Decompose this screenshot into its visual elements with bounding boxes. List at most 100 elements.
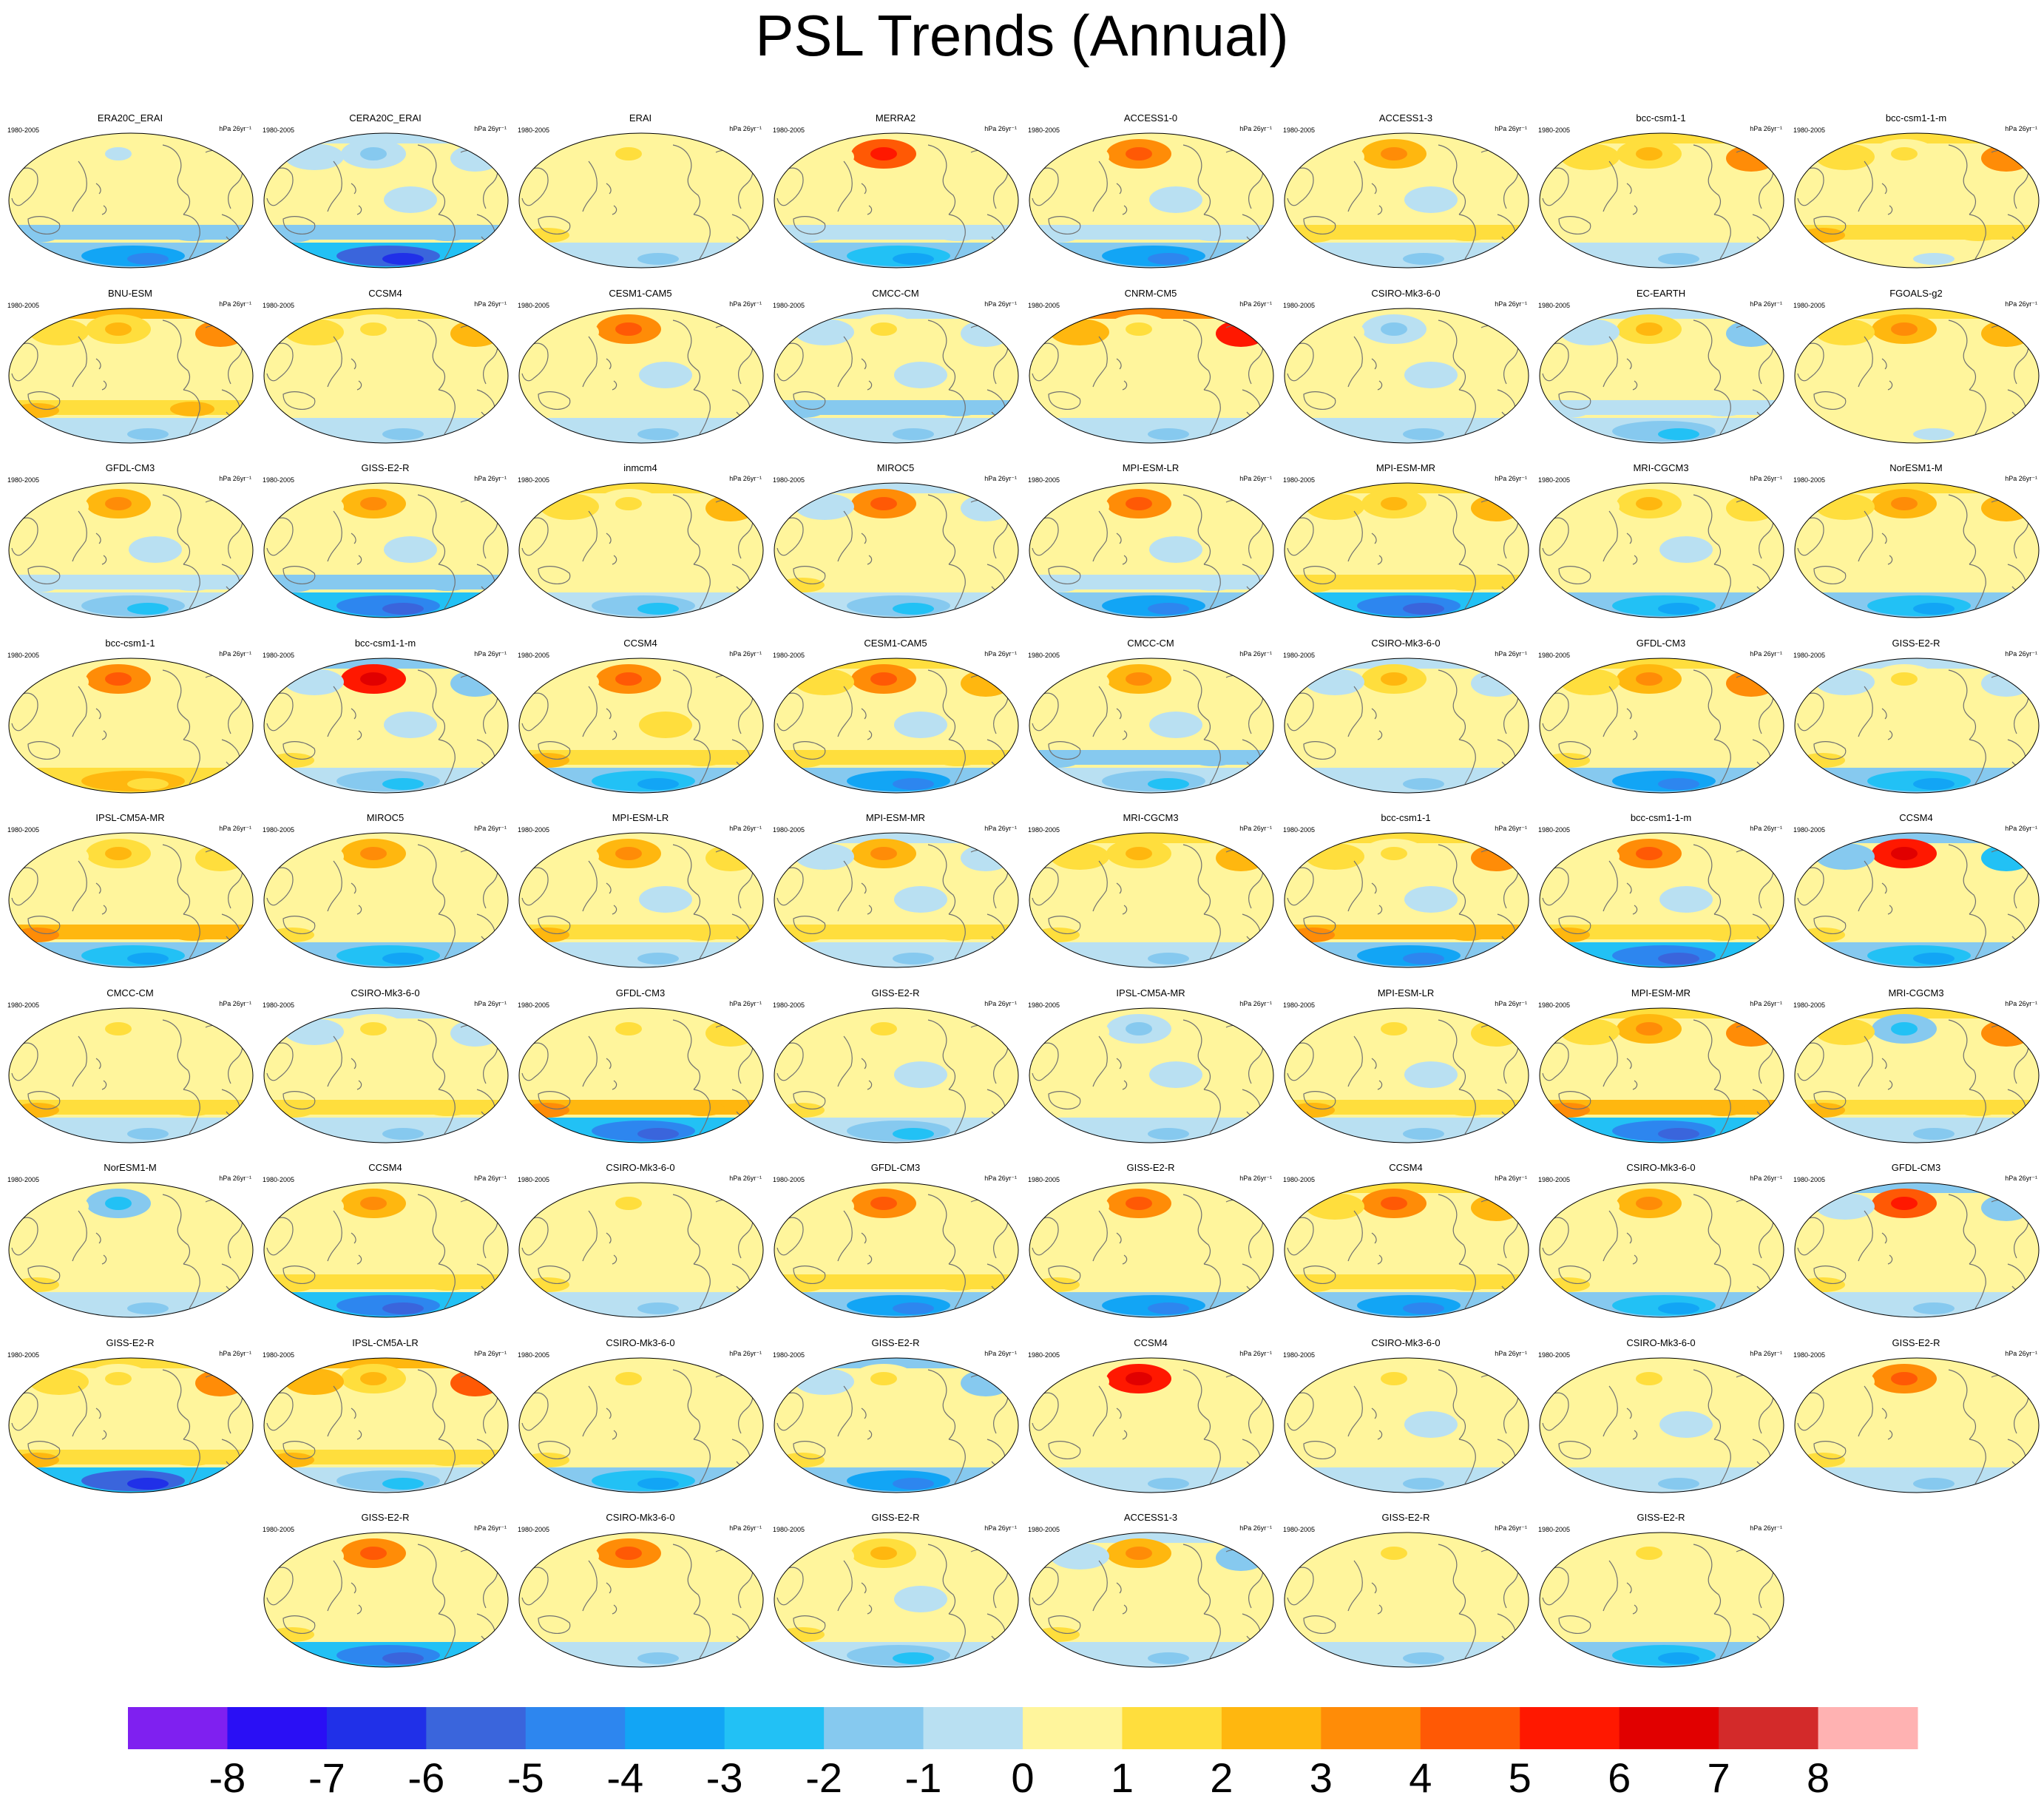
colorbar-tick-label: -3 (706, 1754, 743, 1801)
trend-anomaly (961, 1369, 1011, 1396)
panel-units: hPa 26yr⁻¹ (1750, 999, 1782, 1007)
trend-anomaly (894, 711, 947, 738)
coastline (1092, 1385, 1108, 1436)
map-outline (1539, 132, 1784, 268)
trend-anomaly (1981, 1195, 2031, 1221)
panel-title: EC-EARTH (1636, 287, 1686, 299)
map-outline (774, 308, 1019, 443)
coastline (612, 1254, 617, 1265)
panel-units: hPa 26yr⁻¹ (2005, 1349, 2037, 1357)
map-outline (263, 1182, 509, 1318)
trend-anomaly (1404, 886, 1458, 913)
coastline (1603, 860, 1618, 912)
coastline (95, 533, 101, 544)
panel-units: hPa 26yr⁻¹ (729, 1175, 762, 1182)
trend-map (518, 482, 764, 618)
trend-anomaly (450, 1195, 501, 1221)
trend-anomaly (1636, 147, 1662, 160)
trend-anomaly (1471, 1019, 1521, 1047)
map-outline (774, 832, 1019, 968)
coastline (1881, 1232, 1887, 1244)
trend-anomaly (1471, 845, 1521, 871)
map-outline (1029, 1357, 1274, 1493)
trend-anomaly (1446, 751, 1490, 766)
trend-map (1539, 308, 1784, 443)
coastline (861, 533, 867, 544)
panel-units: hPa 26yr⁻¹ (474, 125, 507, 132)
panel-units: hPa 26yr⁻¹ (1750, 649, 1782, 658)
coastline (1858, 860, 1873, 912)
panel-period: 1980-2005 (1283, 301, 1316, 309)
trend-anomaly (105, 1021, 132, 1035)
map-outline (518, 832, 764, 968)
panel-units: hPa 26yr⁻¹ (1495, 1175, 1527, 1182)
panel-units: hPa 26yr⁻¹ (474, 300, 507, 308)
trend-map (1794, 832, 2040, 968)
trend-anomaly (195, 669, 246, 697)
coastline (1347, 686, 1363, 737)
trend-anomaly (450, 1369, 501, 1396)
trend-map (1794, 1007, 2040, 1143)
panel-period: 1980-2005 (263, 651, 295, 659)
coastline (521, 867, 549, 906)
trend-anomaly (705, 1195, 756, 1221)
coastline (1626, 708, 1632, 719)
trend-anomaly (1701, 751, 1745, 766)
panel-period: 1980-2005 (1283, 1176, 1316, 1183)
coastline (612, 1604, 617, 1615)
coastline (101, 1430, 107, 1440)
colorbar-tick-label: 4 (1409, 1754, 1432, 1801)
coastline (1182, 144, 1211, 215)
panel-units: hPa 26yr⁻¹ (1239, 300, 1272, 308)
panel-period: 1980-2005 (1028, 651, 1060, 659)
map-outline (518, 132, 764, 268)
panel-title: MPI-ESM-MR (1631, 987, 1691, 999)
trend-map (774, 132, 1019, 268)
coastline (1303, 391, 1336, 410)
coastline (1558, 740, 1591, 760)
trend-anomaly (1471, 1369, 1521, 1396)
map-panel: ERA20C_ERAI 1980-2005 hPa 26yr⁻¹ (3, 112, 257, 275)
panel-units: hPa 26yr⁻¹ (1750, 1524, 1782, 1532)
map-outline (1794, 1007, 2040, 1143)
trend-anomaly (935, 751, 980, 766)
panel-title: MRI-CGCM3 (1633, 462, 1689, 473)
trend-anomaly (870, 1371, 897, 1385)
trend-map (1029, 308, 1274, 443)
coastline (776, 342, 804, 381)
coastline (1371, 1408, 1377, 1419)
coastline (1438, 1018, 1466, 1089)
panel-period: 1980-2005 (518, 1526, 550, 1533)
trend-anomaly (870, 497, 897, 510)
map-outline (1284, 1357, 1529, 1493)
coastline (438, 1613, 456, 1659)
trend-anomaly (894, 536, 947, 563)
coastline (672, 1544, 701, 1615)
trend-anomaly (425, 1626, 470, 1641)
coastline (867, 1430, 873, 1440)
map-panel: CSIRO-Mk3-6-0 1980-2005 hPa 26yr⁻¹ (258, 987, 512, 1150)
map-outline (8, 132, 254, 268)
panel-units: hPa 26yr⁻¹ (219, 649, 251, 658)
panel-period: 1980-2005 (1028, 1526, 1060, 1533)
coastline (776, 1567, 804, 1606)
map-outline (518, 308, 764, 443)
panel-period: 1980-2005 (1283, 651, 1316, 659)
panel-period: 1980-2005 (1028, 826, 1060, 834)
coastline (927, 1368, 956, 1439)
panel-period: 1980-2005 (1793, 1176, 1826, 1183)
coastline (1092, 336, 1108, 387)
coastline (1303, 740, 1336, 760)
coastline (948, 388, 966, 434)
trend-map (1284, 832, 1529, 968)
coastline (1948, 144, 1977, 215)
coastline (1438, 144, 1466, 215)
coastline (1458, 1263, 1476, 1309)
trend-anomaly (129, 1410, 182, 1438)
coastline (867, 205, 873, 215)
colorbar-tick-label: -5 (507, 1754, 544, 1801)
map-panel: GISS-E2-R 1980-2005 hPa 26yr⁻¹ (1023, 1162, 1278, 1325)
trend-anomaly (425, 576, 470, 591)
trend-anomaly (680, 401, 725, 416)
trend-anomaly (384, 186, 437, 213)
